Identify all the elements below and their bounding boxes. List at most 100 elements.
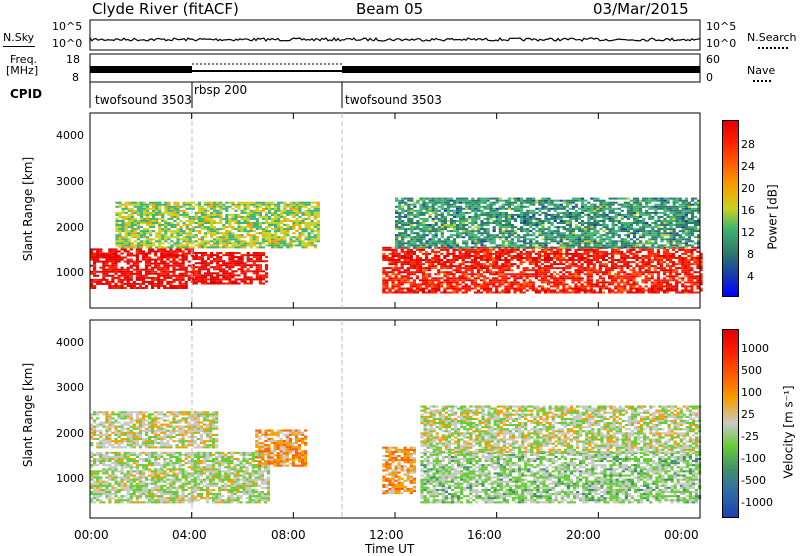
power-data-cell — [684, 251, 687, 253]
power-data-cell — [201, 258, 204, 260]
power-data-cell — [623, 288, 626, 290]
power-data-cell — [416, 240, 419, 242]
power-data-cell — [520, 230, 523, 232]
power-data-cell — [271, 202, 274, 204]
power-data-cell — [204, 266, 207, 268]
power-data-cell — [256, 208, 259, 210]
power-data-cell — [308, 224, 311, 226]
power-data-cell — [450, 210, 453, 212]
power-data-cell — [666, 279, 669, 281]
power-data-cell — [176, 224, 179, 226]
power-data-cell — [483, 202, 486, 204]
power-data-cell — [173, 212, 176, 214]
power-data-cell — [182, 250, 185, 252]
power-data-cell — [222, 268, 225, 270]
power-data-cell — [210, 216, 213, 218]
power-data-cell — [563, 220, 566, 222]
power-data-cell — [523, 214, 526, 216]
power-data-cell — [382, 259, 385, 261]
power-data-cell — [526, 290, 529, 292]
power-data-cell — [544, 246, 547, 248]
power-data-cell — [180, 230, 183, 232]
power-data-cell — [441, 202, 444, 204]
power-data-cell — [410, 281, 413, 283]
power-data-cell — [611, 281, 614, 283]
power-data-cell — [265, 228, 268, 230]
power-data-cell — [277, 210, 280, 212]
power-data-cell — [213, 260, 216, 262]
power-data-cell — [172, 253, 175, 255]
power-data-cell — [210, 228, 213, 230]
power-data-cell — [262, 236, 265, 238]
power-data-cell — [620, 275, 623, 277]
power-data-cell — [419, 234, 422, 236]
power-data-cell — [437, 285, 440, 287]
power-data-cell — [204, 254, 207, 256]
power-data-cell — [551, 202, 554, 204]
power-data-cell — [382, 247, 385, 249]
power-data-cell — [657, 249, 660, 251]
power-data-cell — [143, 232, 146, 234]
power-data-cell — [593, 251, 596, 253]
power-data-cell — [468, 249, 471, 251]
power-data-cell — [483, 230, 486, 232]
power-data-cell — [569, 232, 572, 234]
power-data-cell — [216, 278, 219, 280]
power-data-cell — [599, 288, 602, 290]
power-data-cell — [443, 257, 446, 259]
power-data-cell — [507, 267, 510, 269]
power-data-cell — [410, 204, 413, 206]
power-data-cell — [111, 248, 114, 250]
power-data-cell — [201, 260, 204, 262]
power-data-cell — [213, 214, 216, 216]
power-data-cell — [693, 249, 696, 251]
power-data-cell — [277, 246, 280, 248]
power-data-cell — [541, 249, 544, 251]
power-data-cell — [247, 220, 250, 222]
power-data-cell — [188, 277, 191, 279]
power-data-cell — [122, 228, 125, 230]
power-data-cell — [635, 275, 638, 277]
power-data-cell — [244, 274, 247, 276]
power-data-cell — [410, 277, 413, 279]
power-data-cell — [425, 259, 428, 261]
power-data-cell — [130, 275, 133, 277]
power-data-cell — [490, 204, 493, 206]
power-data-cell — [569, 236, 572, 238]
power-data-cell — [201, 246, 204, 248]
power-data-cell — [416, 261, 419, 263]
power-data-cell — [419, 283, 422, 285]
power-data-cell — [571, 263, 574, 265]
power-data-cell — [398, 204, 401, 206]
power-data-cell — [189, 206, 192, 208]
power-data-cell — [204, 222, 207, 224]
power-data-cell — [119, 224, 122, 226]
power-data-cell — [428, 253, 431, 255]
power-data-cell — [483, 288, 486, 290]
power-data-cell — [175, 255, 178, 257]
power-data-cell — [142, 281, 145, 283]
power-data-cell — [651, 288, 654, 290]
power-data-cell — [395, 216, 398, 218]
power-data-cell — [131, 214, 134, 216]
power-data-cell — [440, 261, 443, 263]
power-data-cell — [115, 234, 118, 236]
power-data-cell — [416, 222, 419, 224]
power-data-cell — [538, 244, 541, 246]
power-data-cell — [672, 269, 675, 271]
power-data-cell — [480, 255, 483, 257]
power-data-cell — [422, 292, 425, 294]
power-data-cell — [280, 212, 283, 214]
power-data-cell — [651, 251, 654, 253]
power-data-cell — [498, 279, 501, 281]
power-data-cell — [201, 254, 204, 256]
power-data-cell — [614, 267, 617, 269]
power-data-cell — [145, 275, 148, 277]
power-data-cell — [474, 216, 477, 218]
power-data-cell — [474, 259, 477, 261]
power-data-cell — [274, 212, 277, 214]
power-data-cell — [253, 216, 256, 218]
power-data-cell — [617, 249, 620, 251]
power-data-cell — [145, 259, 148, 261]
power-data-cell — [398, 277, 401, 279]
